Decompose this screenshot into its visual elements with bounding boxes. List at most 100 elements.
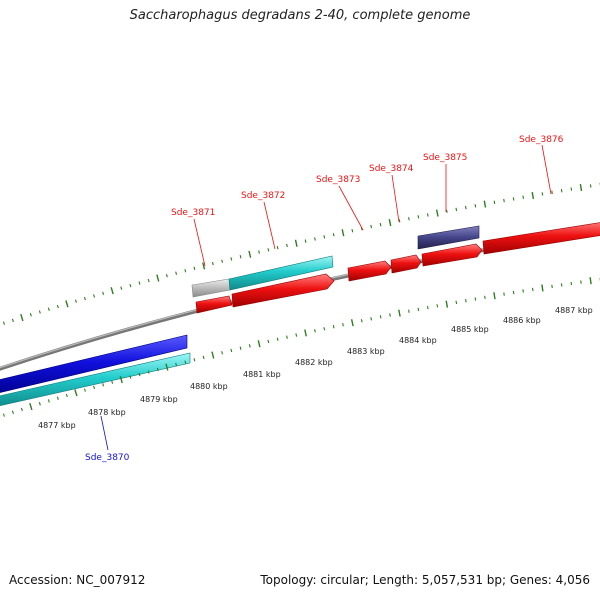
minor-tick: [455, 300, 458, 305]
minor-tick: [570, 187, 573, 191]
gene-bar-gray: [191, 278, 231, 298]
minor-tick: [512, 197, 515, 201]
minor-tick: [417, 307, 420, 312]
minor-tick: [389, 313, 391, 317]
cds-red-sde-3873: [347, 260, 392, 282]
leader-line-sde-3873: [338, 185, 364, 231]
minor-tick: [323, 327, 326, 331]
minor-tick: [286, 243, 288, 248]
minor-tick: [184, 269, 187, 273]
minor-tick: [551, 284, 553, 289]
accession-text: Accession: NC_007912: [9, 573, 146, 587]
minor-tick: [351, 228, 354, 233]
kbp-label: 4886 kbp: [503, 316, 541, 325]
major-tick: [119, 376, 123, 384]
gene-label-sde-3871: Sde_3871: [171, 208, 215, 218]
cds-red-sde-3874: [390, 254, 422, 274]
minor-tick: [286, 335, 288, 339]
minor-tick: [512, 290, 515, 295]
minor-tick: [314, 237, 316, 241]
kbp-label: 4887 kbp: [555, 306, 593, 315]
backbone-highlight: [0, 230, 600, 369]
minor-tick: [138, 372, 141, 377]
minor-tick: [342, 322, 344, 327]
gene-bar-purple: [417, 225, 480, 250]
minor-tick: [503, 198, 505, 203]
major-tick: [541, 284, 544, 292]
minor-tick: [276, 245, 279, 250]
minor-tick: [580, 280, 582, 284]
gene-label-sde-3876: Sde_3876: [519, 135, 564, 145]
minor-tick: [332, 233, 335, 237]
minor-tick: [379, 315, 382, 319]
minor-tick: [360, 319, 363, 323]
major-tick: [388, 219, 392, 227]
minor-tick: [38, 310, 41, 314]
minor-tick: [165, 273, 168, 278]
gene-label-sde-3873: Sde_3873: [316, 175, 360, 185]
minor-tick: [156, 367, 159, 372]
major-tick: [294, 239, 298, 247]
kbp-label: 4880 kbp: [190, 382, 228, 391]
minor-tick: [426, 305, 429, 310]
minor-tick: [129, 375, 132, 379]
minor-tick: [102, 383, 105, 387]
minor-tick: [230, 257, 233, 261]
minor-tick: [56, 396, 59, 400]
minor-tick: [323, 235, 326, 239]
minor-tick: [221, 351, 224, 355]
major-tick: [579, 183, 583, 192]
minor-tick: [193, 266, 196, 271]
minor-tick: [29, 313, 32, 317]
minor-tick: [474, 204, 477, 208]
minor-tick: [47, 307, 50, 311]
minor-tick: [56, 304, 59, 309]
major-tick: [29, 402, 33, 411]
leader-line-sde-3872: [263, 201, 276, 250]
minor-tick: [102, 291, 105, 295]
leader-line-sde-3874: [391, 174, 400, 223]
minor-tick: [38, 402, 41, 406]
minor-tick: [11, 410, 14, 414]
cds-blue-sde-3870: [0, 334, 188, 393]
map-title: Saccharophagus degradans 2-40, complete …: [129, 8, 471, 23]
minor-tick: [230, 348, 233, 353]
minor-tick: [175, 362, 178, 367]
minor-tick: [147, 370, 150, 374]
minor-tick: [2, 413, 5, 417]
kbp-label: 4877 kbp: [38, 421, 76, 430]
minor-tick: [175, 271, 178, 275]
minor-tick: [436, 304, 439, 308]
major-tick: [110, 287, 114, 295]
minor-tick: [503, 292, 505, 296]
minor-tick: [65, 393, 68, 398]
minor-tick: [370, 224, 373, 229]
leader-line-sde-3870: [100, 415, 109, 451]
major-tick: [65, 300, 69, 308]
minor-tick: [93, 385, 96, 390]
minor-tick: [445, 209, 448, 213]
major-tick: [445, 300, 449, 308]
gene-label-sde-3874: Sde_3874: [369, 164, 414, 174]
cds-red-sde-3875: [421, 243, 483, 267]
minor-tick: [551, 190, 553, 194]
minor-tick: [314, 329, 316, 333]
minor-tick: [370, 317, 373, 321]
minor-tick: [417, 215, 420, 219]
major-tick: [165, 363, 169, 371]
genome-summary-text: Topology: circular; Length: 5,057,531 bp…: [260, 573, 590, 587]
major-tick: [248, 250, 252, 258]
major-tick: [435, 209, 439, 217]
minor-tick: [332, 324, 335, 329]
major-tick: [74, 389, 78, 397]
minor-tick: [408, 309, 410, 313]
minor-tick: [408, 217, 410, 221]
cds-red-sde-3876: [482, 222, 600, 255]
minor-tick: [267, 248, 270, 252]
minor-tick: [83, 296, 86, 301]
minor-tick: [20, 407, 23, 412]
minor-tick: [493, 200, 496, 204]
minor-tick: [111, 380, 114, 384]
minor-tick: [531, 287, 534, 292]
